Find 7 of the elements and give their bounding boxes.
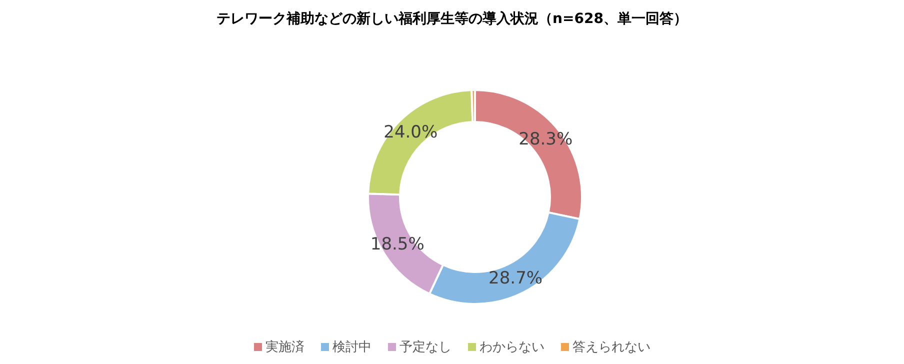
legend-label: 検討中: [332, 339, 372, 356]
legend-label: 実施済: [266, 339, 304, 356]
legend-label: わからない: [480, 339, 544, 356]
data-label: 28.7%: [488, 268, 543, 288]
chart-title: テレワーク補助などの新しい福利厚生等の導入状況（n=628、単一回答）: [216, 10, 688, 28]
legend-label: 予定なし: [400, 339, 452, 356]
legend-label: 答えられない: [572, 339, 650, 356]
